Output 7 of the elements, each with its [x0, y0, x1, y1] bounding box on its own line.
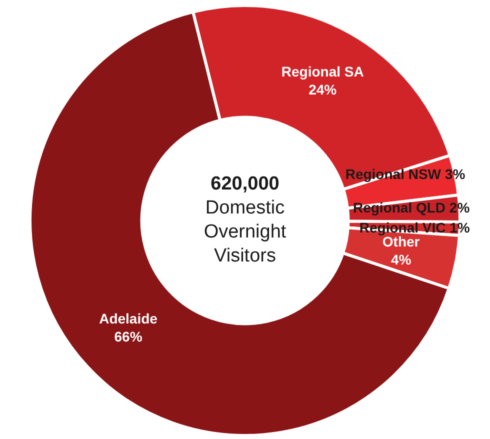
text: 620,000: [210, 174, 280, 195]
data-label: 24%: [308, 81, 338, 98]
slice-label: Regional SA: [281, 63, 364, 80]
slice-label: Adelaide: [99, 310, 158, 326]
text: Domestic Overnight Visitors: [204, 198, 287, 267]
data-label: 4%: [390, 251, 412, 268]
data-label: 66%: [114, 328, 143, 344]
